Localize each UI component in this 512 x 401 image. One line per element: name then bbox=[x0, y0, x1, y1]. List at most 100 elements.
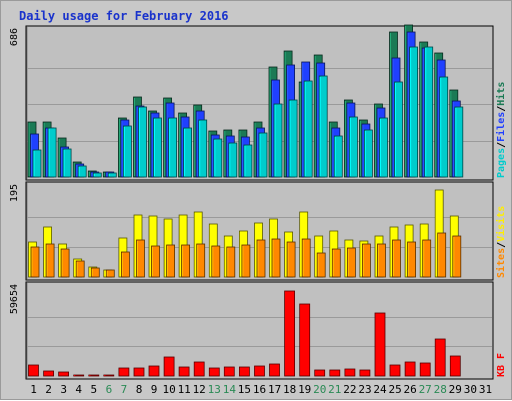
bar-pages bbox=[213, 138, 223, 178]
bar-sites bbox=[452, 235, 462, 278]
day-label: 13 bbox=[208, 383, 221, 396]
day-label: 25 bbox=[388, 383, 401, 396]
day-label: 21 bbox=[328, 383, 341, 396]
bar-kb-f bbox=[223, 366, 235, 377]
bar-pages bbox=[454, 106, 464, 178]
bar-pages bbox=[439, 76, 449, 178]
day-label: 17 bbox=[268, 383, 281, 396]
bar-sites bbox=[286, 241, 296, 278]
bar-sites bbox=[60, 248, 70, 278]
bar-pages bbox=[409, 46, 419, 178]
bar-sites bbox=[226, 246, 236, 278]
legend-entry: Sites bbox=[495, 248, 507, 278]
bar-sites bbox=[211, 245, 221, 278]
bar-pages bbox=[32, 149, 42, 178]
bar-sites bbox=[181, 244, 191, 278]
bar-sites bbox=[316, 252, 326, 278]
bar-kb-f bbox=[389, 364, 401, 377]
bar-pages bbox=[258, 132, 268, 178]
day-label: 5 bbox=[90, 383, 97, 396]
day-label: 30 bbox=[464, 383, 477, 396]
bar-pages bbox=[62, 148, 72, 178]
bar-kb-f bbox=[88, 374, 100, 377]
bar-pages bbox=[318, 75, 328, 178]
bar-pages bbox=[228, 142, 238, 178]
legend-entry: Visits bbox=[495, 206, 507, 242]
bar-kb-f bbox=[208, 367, 220, 377]
bar-kb-f bbox=[28, 364, 39, 377]
bar-kb-f bbox=[359, 369, 371, 377]
panel-legend: Pages/Files/Hits bbox=[495, 82, 507, 178]
bar-kb-f bbox=[404, 361, 416, 377]
day-label: 26 bbox=[403, 383, 416, 396]
bar-pages bbox=[348, 116, 358, 178]
bar-kb-f bbox=[299, 303, 311, 377]
bar-sites bbox=[271, 238, 281, 278]
bar-kb-f bbox=[238, 366, 250, 377]
day-label: 24 bbox=[373, 383, 387, 396]
bar-pages bbox=[123, 125, 132, 178]
bar-pages bbox=[379, 117, 388, 178]
bar-sites bbox=[45, 243, 55, 278]
bar-sites bbox=[196, 243, 206, 278]
bar-pages bbox=[92, 172, 102, 178]
bar-kb-f bbox=[284, 290, 296, 377]
bar-sites bbox=[331, 248, 341, 278]
bar-sites bbox=[422, 239, 432, 278]
legend-separator: / bbox=[496, 106, 507, 112]
bar-pages bbox=[198, 119, 208, 178]
day-label: 15 bbox=[238, 383, 251, 396]
day-label: 7 bbox=[121, 383, 128, 396]
day-label: 1 bbox=[30, 383, 37, 396]
bar-kb-f bbox=[449, 355, 461, 377]
bar-sites bbox=[361, 243, 371, 278]
day-label: 28 bbox=[434, 383, 447, 396]
bar-kb-f bbox=[133, 367, 145, 377]
bar-sites bbox=[105, 269, 115, 278]
day-label: 2 bbox=[45, 383, 52, 396]
bar-sites bbox=[346, 247, 356, 278]
day-label: 14 bbox=[223, 383, 237, 396]
day-label: 10 bbox=[162, 383, 175, 396]
bar-pages bbox=[273, 103, 283, 178]
day-label: 16 bbox=[253, 383, 266, 396]
day-label: 6 bbox=[106, 383, 113, 396]
bar-pages bbox=[153, 117, 162, 178]
day-label: 8 bbox=[136, 383, 143, 396]
day-label: 4 bbox=[75, 383, 82, 396]
bar-pages bbox=[47, 127, 57, 178]
bar-kb-f bbox=[344, 368, 356, 377]
bar-kb-f bbox=[43, 370, 54, 377]
bar-pages bbox=[183, 127, 193, 178]
bar-kb-f bbox=[269, 363, 280, 377]
day-label: 23 bbox=[358, 383, 371, 396]
bar-kb-f bbox=[193, 361, 205, 377]
day-label: 20 bbox=[313, 383, 326, 396]
panel-legend: KB F bbox=[496, 353, 507, 377]
day-label: 18 bbox=[283, 383, 296, 396]
bar-pages bbox=[243, 144, 253, 178]
day-label: 12 bbox=[193, 383, 206, 396]
bar-kb-f bbox=[58, 371, 69, 377]
bar-pages bbox=[77, 165, 87, 178]
bar-pages bbox=[107, 172, 117, 178]
bar-kb-f bbox=[73, 374, 85, 377]
day-label: 22 bbox=[343, 383, 356, 396]
bar-kb-f bbox=[103, 374, 115, 377]
bar-sites bbox=[151, 245, 160, 278]
day-label: 29 bbox=[449, 383, 462, 396]
bar-sites bbox=[407, 241, 417, 278]
bar-sites bbox=[121, 251, 130, 278]
day-label: 11 bbox=[178, 383, 191, 396]
bar-kb-f bbox=[314, 369, 326, 377]
chart-title: Daily usage for February 2016 bbox=[19, 9, 229, 23]
bar-pages bbox=[303, 80, 313, 178]
bar-pages bbox=[288, 99, 298, 178]
legend-separator: / bbox=[496, 142, 507, 148]
bar-kb-f bbox=[163, 356, 175, 377]
bar-sites bbox=[136, 239, 145, 278]
bar-sites bbox=[241, 244, 251, 278]
bar-sites bbox=[30, 246, 40, 278]
